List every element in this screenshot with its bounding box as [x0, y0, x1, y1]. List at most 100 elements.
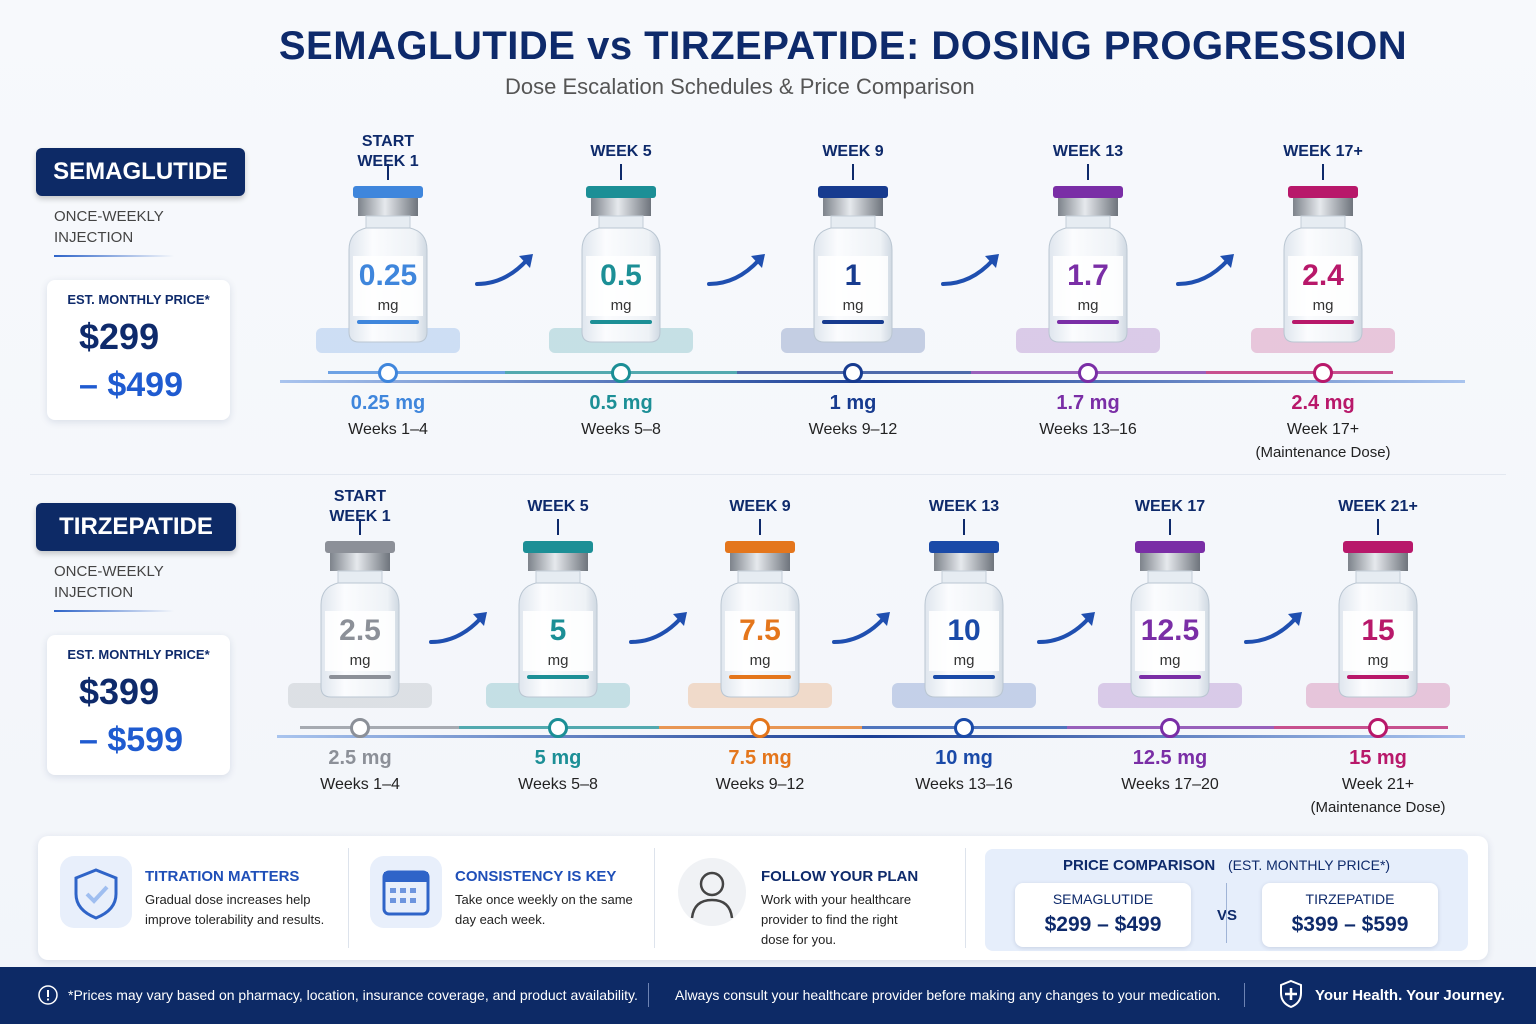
price-card: EST. MONTHLY PRICE* $399 – $599 — [47, 635, 230, 775]
timeline-node — [611, 363, 631, 383]
timeline-node — [548, 718, 568, 738]
vial-unit: mg — [953, 652, 975, 669]
week-label: WEEK 5 — [527, 498, 589, 515]
weeks-label: Weeks 5–8 — [581, 421, 661, 438]
vial-dose: 0.25 — [358, 259, 418, 292]
tick — [963, 519, 965, 535]
dose-label: 15 mg — [1349, 747, 1407, 769]
vial — [1125, 541, 1215, 706]
pc-range: $399 – $599 — [1291, 913, 1409, 936]
underline — [54, 610, 174, 612]
weeks-label: Weeks 9–12 — [808, 421, 898, 438]
dose-label: 1.7 mg — [1056, 392, 1120, 414]
dose-label: 10 mg — [935, 747, 993, 769]
arrow — [429, 610, 489, 651]
tick — [1322, 164, 1324, 180]
timeline-segment — [1205, 371, 1393, 374]
subtitle: Dose Escalation Schedules & Price Compar… — [505, 74, 975, 99]
vial — [343, 186, 433, 351]
weeks-label: Weeks 13–16 — [915, 776, 1013, 793]
footer-divider — [648, 983, 649, 1007]
pc-name: TIRZEPATIDE — [1305, 891, 1395, 907]
vial-unit: mg — [1367, 652, 1389, 669]
price-high: – $499 — [79, 366, 183, 404]
week-label: WEEK 5 — [590, 143, 652, 160]
vial-dose: 15 — [1361, 614, 1395, 647]
vial-unit: mg — [749, 652, 771, 669]
timeline-node — [1078, 363, 1098, 383]
pc-divider — [1226, 883, 1227, 943]
vial — [576, 186, 666, 351]
vial-dose: 10 — [947, 614, 981, 647]
timeline — [280, 371, 1465, 389]
vial-unit: mg — [547, 652, 569, 669]
tip-icon — [370, 856, 442, 933]
price-low: $399 — [79, 671, 160, 712]
footer-divider — [1244, 983, 1245, 1007]
vial-unit: mg — [1159, 652, 1181, 669]
vial-unit: mg — [377, 297, 399, 314]
tick — [1087, 164, 1089, 180]
tip-divider — [654, 848, 655, 948]
pc-card: SEMAGLUTIDE $299 – $499 — [1015, 883, 1191, 947]
vial — [513, 541, 603, 706]
arrow — [1244, 610, 1304, 651]
drug-name: SEMAGLUTIDE — [36, 148, 245, 196]
dose-label: 1 mg — [829, 392, 877, 414]
week-label: WEEK 9 — [729, 498, 791, 515]
price-high: – $599 — [79, 721, 183, 759]
pc-card: TIRZEPATIDE $399 – $599 — [1262, 883, 1438, 947]
vial-dose: 0.5 — [600, 259, 642, 292]
vial-dose: 1.7 — [1067, 259, 1109, 292]
frequency: ONCE-WEEKLY INJECTION — [54, 208, 164, 246]
vial-unit: mg — [842, 297, 864, 314]
tip-icon — [676, 856, 748, 933]
tick — [359, 519, 361, 535]
week-label: WEEK 13 — [928, 498, 1000, 515]
pc-range: $299 – $499 — [1044, 913, 1162, 936]
arrow — [474, 252, 535, 293]
pc-vs: VS — [1217, 907, 1238, 924]
tick — [387, 164, 389, 180]
timeline-node — [843, 363, 863, 383]
vial — [1278, 186, 1368, 351]
weeks-label: Weeks 17–20 — [1121, 776, 1219, 793]
tip-text: Gradual dose increases help improve tole… — [145, 892, 325, 927]
arrow — [940, 252, 1001, 293]
timeline-node — [750, 718, 770, 738]
vial-dose: 2.4 — [1302, 259, 1344, 292]
tip-divider — [348, 848, 349, 948]
tagline: Your Health. Your Journey. — [1315, 987, 1505, 1004]
underline — [54, 255, 174, 257]
advice: Always consult your healthcare provider … — [675, 987, 1221, 1003]
tick — [852, 164, 854, 180]
week-label: WEEK 13 — [1052, 143, 1124, 160]
pc-subtitle: (EST. MONTHLY PRICE*) — [1228, 857, 1391, 873]
vial-dose: 5 — [549, 614, 567, 647]
arrow — [1175, 252, 1236, 293]
weeks-label: Week 21+ — [1341, 776, 1415, 793]
week-label: WEEK 9 — [822, 143, 884, 160]
weeks-label: Weeks 5–8 — [518, 776, 598, 793]
vial-dose: 7.5 — [739, 614, 781, 647]
weeks-label: Weeks 1–4 — [320, 776, 400, 793]
title: SEMAGLUTIDE vs TIRZEPATIDE: DOSING PROGR… — [278, 24, 1408, 68]
weeks-label: Weeks 13–16 — [1039, 421, 1137, 438]
tick — [620, 164, 622, 180]
week-label: WEEK 17 — [1134, 498, 1206, 515]
divider — [30, 474, 1506, 475]
weeks-note: (Maintenance Dose) — [1255, 444, 1391, 461]
vial-dose: 2.5 — [339, 614, 381, 647]
shield-icon — [1279, 979, 1303, 1014]
week-label: WEEK 21+ — [1338, 498, 1418, 515]
week-label: START WEEK 1 — [357, 133, 419, 170]
price-low: $299 — [79, 316, 160, 357]
tip-title: TITRATION MATTERS — [145, 868, 300, 885]
vial-unit: mg — [1077, 297, 1099, 314]
pc-name: SEMAGLUTIDE — [1052, 891, 1154, 907]
arrow — [1037, 610, 1097, 651]
frequency: ONCE-WEEKLY INJECTION — [54, 563, 164, 601]
vial-unit: mg — [349, 652, 371, 669]
vial-dose: 1 — [844, 259, 862, 292]
